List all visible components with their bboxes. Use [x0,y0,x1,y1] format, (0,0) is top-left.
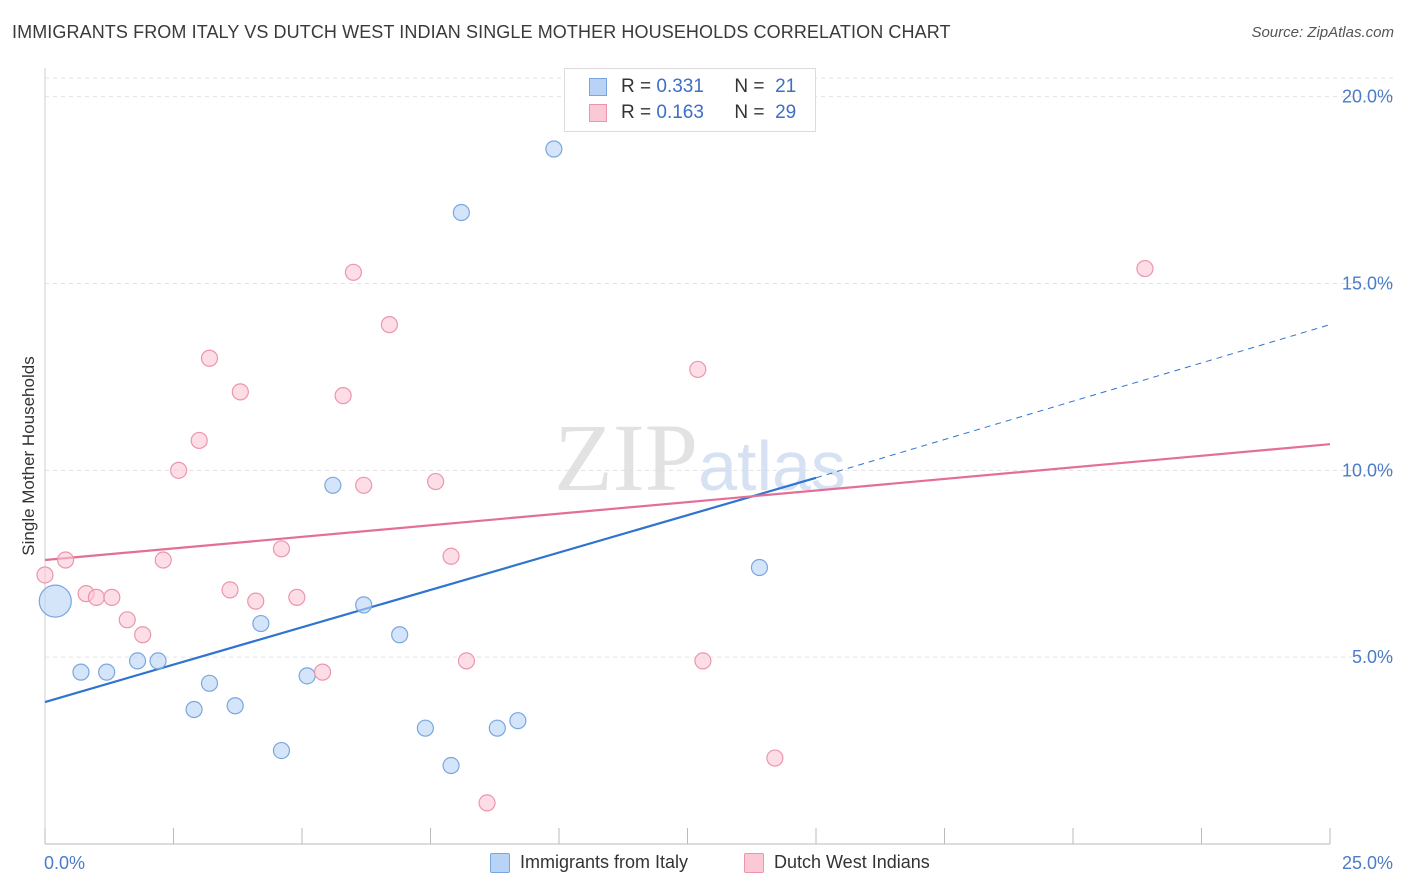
chart-title: IMMIGRANTS FROM ITALY VS DUTCH WEST INDI… [12,22,951,42]
legend-label-italy: Immigrants from Italy [520,852,689,872]
series-legend: Immigrants from Italy Dutch West Indians [0,852,1406,878]
point-dutch-west-indian [170,461,188,479]
point-dutch-west-indian [134,626,152,644]
point-dutch-west-indian [313,663,332,681]
x-tick-label: 25.0% [1342,853,1393,873]
legend-swatch-italy [490,852,510,873]
point-dutch-west-indian [380,316,398,334]
point-italy [750,558,769,577]
trend-line-0 [44,476,817,704]
point-italy [38,584,72,618]
point-dutch-west-indian [190,431,208,450]
point-italy [298,667,316,685]
point-italy [200,674,219,692]
legend-swatch-dutch-west-indians [744,852,764,873]
y-axis-label: Single Mother Households [19,356,38,555]
y-tick-label: 15.0% [1342,274,1393,294]
source-credit: Source: ZipAtlas.com [1251,24,1394,41]
watermark: ZIPatlas [554,404,846,511]
point-italy [452,203,470,222]
point-dutch-west-indian [766,749,784,767]
point-dutch-west-indian [118,611,136,629]
point-dutch-west-indian [694,652,712,670]
watermark-zip: ZIP [554,404,698,511]
point-dutch-west-indian [344,263,362,281]
dutch-west-indian-swatch [589,104,607,122]
trend-line-1 [44,443,1331,562]
dutch-r-value: 0.163 [656,102,704,123]
y-tick-label: 5.0% [1352,647,1393,667]
italy-r-value: 0.331 [656,76,704,97]
point-italy [272,741,291,760]
point-italy [488,719,506,737]
legend-label-dutch-west-indians: Dutch West Indians [774,852,930,872]
point-dutch-west-indian [478,794,496,812]
trend-lines [44,324,1331,704]
point-italy [324,476,342,494]
x-tick-label: 0.0% [44,853,85,873]
point-italy [72,663,90,681]
dutch-n-value: 29 [775,102,797,123]
point-italy [226,697,244,715]
stats-row-italy: R = 0.331 N = 21 [589,75,796,99]
point-italy [416,719,434,737]
stats-legend: R = 0.331 N = 21 R = 0.163 N = 29 [564,68,816,132]
watermark-atlas: atlas [698,427,846,505]
r-label: R = [621,76,652,97]
trend-line-extension-0 [815,324,1331,479]
point-italy [355,596,373,614]
y-tick-label: 10.0% [1342,460,1393,480]
point-dutch-west-indian [272,540,291,558]
italy-swatch [589,78,607,96]
point-dutch-west-indian [247,592,265,610]
point-dutch-west-indian [457,652,476,670]
point-dutch-west-indian [442,547,460,565]
stats-row-dutch-west-indian: R = 0.163 N = 29 [589,101,796,125]
legend-item-dutch-west-indians[interactable]: Dutch West Indians [744,852,930,873]
point-dutch-west-indian [355,476,373,494]
point-dutch-west-indian [427,472,445,491]
point-italy [545,140,563,158]
data-points [36,140,1154,812]
point-dutch-west-indian [231,383,249,401]
point-dutch-west-indian [56,551,75,569]
point-italy [252,614,270,633]
point-dutch-west-indian [1136,259,1154,278]
point-italy [509,712,527,730]
point-italy [149,652,167,670]
point-dutch-west-indian [334,387,352,405]
n-label: N = [734,102,765,123]
point-italy [98,663,116,681]
gridlines [45,77,1395,658]
r-label: R = [621,102,652,123]
n-label: N = [734,76,765,97]
point-italy [185,700,203,719]
point-dutch-west-indian [200,349,219,367]
point-italy [128,652,147,670]
point-italy [391,626,409,644]
point-dutch-west-indian [103,588,121,606]
point-dutch-west-indian [154,551,172,569]
point-dutch-west-indian [221,581,239,599]
point-dutch-west-indian [288,588,306,606]
y-tick-label: 20.0% [1342,87,1393,107]
legend-item-italy[interactable]: Immigrants from Italy [490,852,688,873]
point-dutch-west-indian [36,566,54,584]
axes [44,68,1331,845]
point-dutch-west-indian [87,588,106,606]
point-italy [442,756,460,775]
italy-n-value: 21 [775,76,797,97]
tick-labels: 5.0% 10.0% 15.0% 20.0% 0.0% 25.0% [44,87,1393,873]
point-dutch-west-indian [689,360,707,379]
